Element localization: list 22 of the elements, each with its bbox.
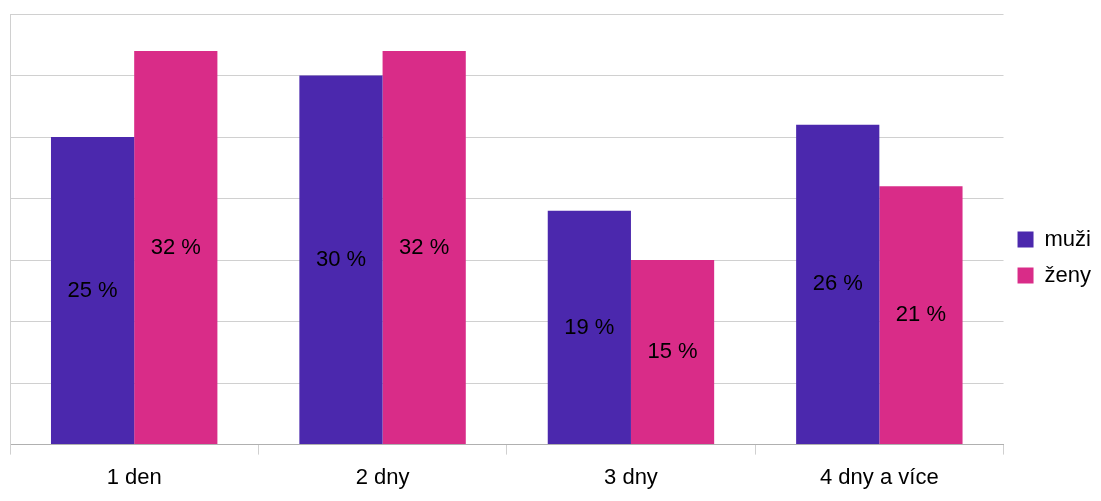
data-label: 32 % [150,233,201,259]
legend-label: muži [1044,225,1091,251]
data-label: 19 % [564,313,615,339]
bar [630,260,715,445]
data-label: 15 % [647,338,698,364]
legend-label: ženy [1044,261,1092,287]
x-tick-label: 3 dny [604,463,658,489]
x-tick-label: 1 den [106,463,162,489]
data-label: 32 % [399,233,450,259]
data-label: 26 % [812,270,863,296]
bar [796,124,880,445]
x-tick-label: 2 dny [355,463,410,489]
data-label: 21 % [895,301,947,327]
bar [299,75,383,445]
bar [879,186,963,445]
bar [50,137,135,445]
data-label: 30 % [315,245,367,271]
bar [382,50,466,445]
bar [547,210,631,445]
bar [134,50,218,445]
x-tick-label: 4 dny a více [820,463,939,489]
data-label: 25 % [67,276,118,302]
